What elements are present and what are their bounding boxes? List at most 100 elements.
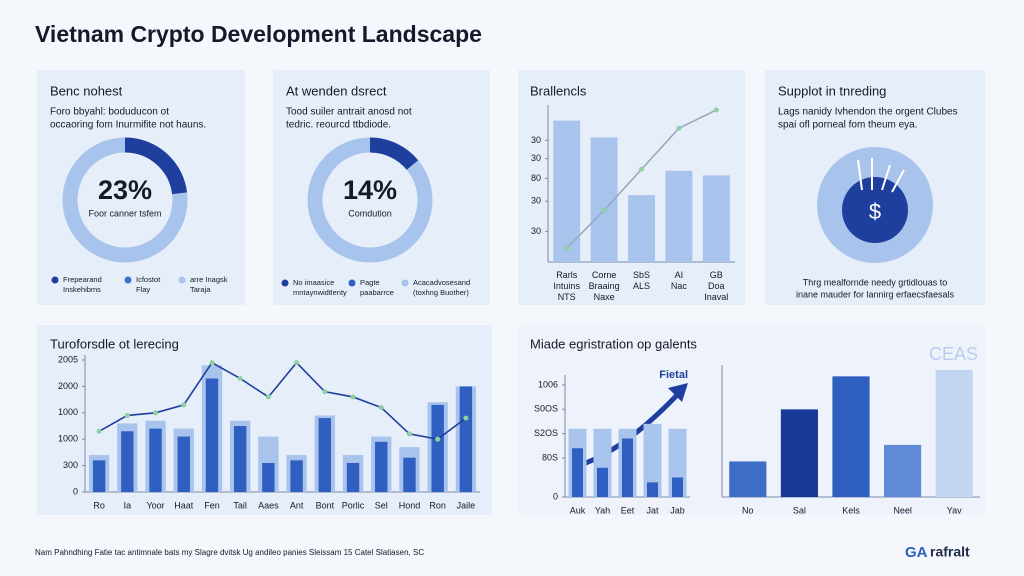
- y-tick-label: 0: [553, 491, 558, 501]
- chart-title: Miade egristration op galents: [530, 336, 697, 351]
- x-tick-label: Yoor: [146, 500, 164, 510]
- x-tick-label: Bont: [316, 500, 335, 510]
- logo: rafralt: [930, 544, 970, 560]
- bar: [205, 378, 219, 492]
- x-tick-label-line: SbS: [633, 270, 650, 280]
- x-tick-label: Ia: [124, 500, 132, 510]
- x-tick-label: Ant: [290, 500, 304, 510]
- bar: [597, 467, 608, 497]
- x-tick-label: Auk: [570, 505, 586, 515]
- chart-subtitle: Tood suiler antrait anosd not: [286, 107, 412, 118]
- legend-swatch: [348, 279, 356, 287]
- donut-label: Comdution: [348, 208, 392, 218]
- info-text: spai ofl porneal fom theum eya.: [778, 120, 918, 131]
- info-title: Supplot in tnreding: [778, 83, 886, 98]
- y-tick-label: 30: [531, 135, 541, 145]
- legend-label: No imaasice mntaynwidtlenty: [293, 278, 347, 297]
- line-dot: [406, 431, 412, 437]
- bar: [622, 438, 633, 497]
- line-dot: [378, 405, 384, 411]
- line-dot: [713, 107, 719, 113]
- line-dot: [265, 394, 271, 400]
- bar: [177, 436, 190, 492]
- x-tick-label: Ro: [93, 500, 105, 510]
- line-dot: [564, 245, 570, 251]
- legend-label-line: (toxhng Buother): [413, 288, 469, 297]
- donut-label: Foor canner tsfem: [88, 208, 161, 218]
- bar: [121, 431, 134, 492]
- line-dot: [294, 360, 300, 366]
- y-tick-label: 1006: [538, 379, 558, 389]
- bar: [290, 460, 303, 492]
- bar: [884, 444, 922, 497]
- x-tick-label: AI Nac: [671, 270, 688, 291]
- x-tick-label-line: Nac: [671, 281, 688, 291]
- bar: [702, 175, 730, 262]
- line-dot: [463, 415, 469, 421]
- legend-swatch: [51, 276, 59, 284]
- legend-label-line: Frepearand: [63, 275, 102, 284]
- bar: [672, 477, 683, 497]
- x-tick-label-line: Doa: [708, 281, 725, 291]
- bar: [403, 457, 416, 492]
- annotation: CEAS: [929, 344, 978, 364]
- x-tick-label: Sal: [793, 505, 806, 515]
- x-tick-label: Tail: [233, 500, 247, 510]
- y-tick-label: 1000: [58, 434, 78, 444]
- bar: [832, 376, 870, 497]
- x-tick-label-line: Corne: [592, 270, 617, 280]
- line-dot: [639, 166, 644, 172]
- icon-symbol: $: [869, 199, 881, 224]
- y-tick-label: 0: [73, 486, 78, 496]
- bar: [935, 370, 973, 497]
- legend-swatch: [281, 279, 289, 287]
- y-tick-label: 80: [531, 173, 541, 183]
- y-tick-label: 80S: [542, 452, 558, 462]
- info-caption: inane mauder for lannirg erfaecsfaesals: [796, 289, 955, 299]
- legend-label: arre Inagsk Taraja: [190, 275, 228, 294]
- legend-label: Acacadvosesand (toxhng Buother): [413, 278, 470, 297]
- chart-title: Turoforsdle ot lerecing: [50, 336, 179, 351]
- y-tick-label: 30: [531, 153, 541, 163]
- bar: [780, 409, 818, 497]
- chart-subtitle: tedric. reourcd ttbdiode.: [286, 120, 391, 131]
- x-tick-label: Eet: [621, 505, 635, 515]
- legend-swatch: [178, 276, 186, 284]
- info-text: Lags nanidy Ivhendon the orgent Clubes: [778, 107, 958, 118]
- legend-label: Icfostot Flay: [136, 275, 161, 294]
- bar: [149, 428, 162, 492]
- line-dot: [124, 412, 130, 418]
- x-tick-label: Fen: [204, 500, 220, 510]
- x-tick-label: Haat: [174, 500, 194, 510]
- bar: [553, 120, 581, 262]
- bar: [665, 170, 693, 262]
- bar: [262, 462, 275, 492]
- x-tick-label: GB Doa Inaval: [704, 270, 728, 302]
- bar: [628, 195, 655, 262]
- donut-arc: [62, 137, 188, 263]
- page-title: Vietnam Crypto Development Landscape: [35, 21, 482, 47]
- x-tick-label: Ron: [429, 500, 446, 510]
- x-tick-label: Jat: [646, 505, 659, 515]
- bar: [459, 386, 473, 492]
- line-dot: [153, 410, 159, 416]
- x-tick-label: SbS ALS: [633, 270, 650, 291]
- line-dot: [96, 428, 102, 434]
- bar: [431, 404, 444, 492]
- line-dot: [181, 402, 187, 408]
- legend-label-line: mntaynwidtlenty: [293, 288, 347, 297]
- legend-swatch: [124, 276, 132, 284]
- x-tick-label: Sel: [375, 500, 388, 510]
- icon-arrows: [857, 158, 905, 193]
- x-tick-label: Aaes: [258, 500, 279, 510]
- legend-swatch: [401, 279, 409, 287]
- x-tick-label: Hond: [399, 500, 421, 510]
- chart-title: Brallencls: [530, 83, 587, 98]
- bar: [375, 441, 388, 492]
- x-tick-label-line: ALS: [633, 281, 650, 291]
- x-tick-label-line: Inaval: [704, 292, 728, 302]
- line-dot: [237, 375, 243, 381]
- icon-coin: [842, 177, 908, 243]
- x-tick-label: Kels: [842, 505, 860, 515]
